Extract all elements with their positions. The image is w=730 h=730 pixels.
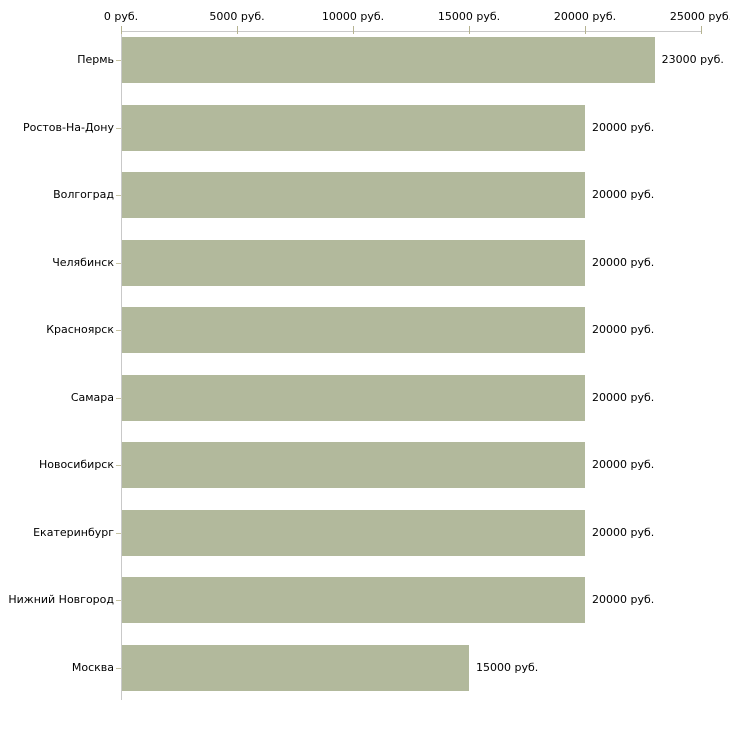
value-label: 20000 руб. — [592, 593, 655, 606]
x-tick-label: 5000 руб. — [209, 10, 265, 23]
category-label: Челябинск — [52, 255, 114, 269]
x-tick-mark — [701, 26, 702, 34]
x-tick-mark — [237, 26, 238, 34]
bar — [122, 644, 469, 691]
value-label: 20000 руб. — [592, 323, 655, 336]
bar — [122, 104, 585, 151]
category-label: Новосибирск — [38, 458, 114, 471]
bar — [122, 37, 655, 83]
y-tick-mark — [116, 533, 121, 534]
y-axis-line — [121, 31, 122, 700]
x-tick-mark — [353, 26, 354, 34]
category-label: Волгоград — [53, 188, 114, 201]
x-tick-label: 20000 руб. — [553, 10, 617, 23]
category-label: Ростов-На-Дону — [22, 120, 114, 134]
category-label: Самара — [70, 390, 114, 404]
category-label: Екатеринбург — [33, 525, 114, 539]
bar — [122, 374, 585, 421]
value-label: 20000 руб. — [592, 458, 655, 471]
value-label: 20000 руб. — [592, 255, 655, 269]
category-label: Москва — [71, 660, 114, 674]
bar — [122, 509, 585, 556]
bar — [122, 307, 585, 353]
x-tick-label: 15000 руб. — [437, 10, 501, 23]
x-tick-label: 25000 руб. — [669, 10, 730, 23]
x-tick-label: 10000 руб. — [321, 10, 385, 23]
value-label: 23000 руб. — [661, 53, 724, 66]
y-tick-mark — [116, 195, 121, 196]
y-tick-mark — [116, 60, 121, 61]
bar — [122, 577, 585, 623]
category-label: Красноярск — [46, 323, 114, 336]
value-label: 20000 руб. — [592, 188, 655, 201]
category-label: Нижний Новгород — [8, 593, 114, 606]
y-tick-mark — [116, 465, 121, 466]
y-tick-mark — [116, 398, 121, 399]
x-tick-mark — [121, 26, 122, 34]
y-tick-mark — [116, 600, 121, 601]
y-tick-mark — [116, 330, 121, 331]
x-axis-line — [121, 31, 701, 32]
bar — [122, 239, 585, 286]
category-label: Пермь — [77, 53, 114, 66]
value-label: 20000 руб. — [592, 120, 655, 134]
x-tick-mark — [469, 26, 470, 34]
y-tick-mark — [116, 128, 121, 129]
y-tick-mark — [116, 263, 121, 264]
value-label: 15000 руб. — [476, 660, 539, 674]
bar — [122, 172, 585, 218]
y-tick-mark — [116, 668, 121, 669]
value-label: 20000 руб. — [592, 390, 655, 404]
x-tick-label: 0 руб. — [103, 10, 139, 23]
bar — [122, 442, 585, 488]
value-label: 20000 руб. — [592, 525, 655, 539]
x-tick-mark — [585, 26, 586, 34]
